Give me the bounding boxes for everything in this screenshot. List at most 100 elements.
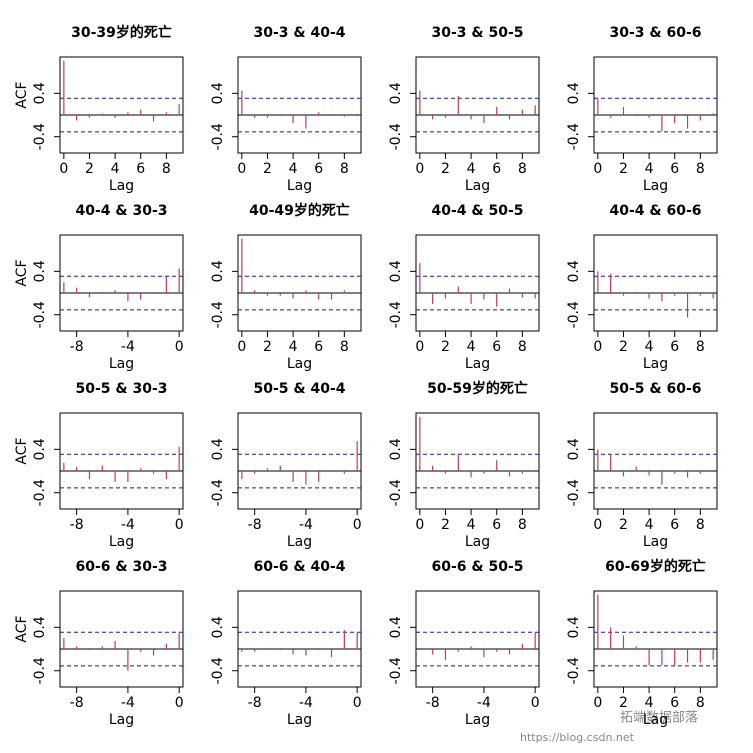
y-axis-label: ACF xyxy=(14,437,30,464)
x-tick-label: 4 xyxy=(645,161,654,177)
x-axis-label: Lag xyxy=(109,712,134,728)
x-tick-label: 0 xyxy=(415,517,424,533)
x-tick-label: 2 xyxy=(441,161,450,177)
x-tick-label: 4 xyxy=(289,161,298,177)
x-tick-label: 0 xyxy=(593,161,602,177)
x-tick-label: 6 xyxy=(136,161,145,177)
x-tick-label: 8 xyxy=(696,695,705,711)
x-axis-label: Lag xyxy=(465,178,490,194)
x-tick-label: 2 xyxy=(619,695,628,711)
x-axis-label: Lag xyxy=(287,712,312,728)
x-tick-label: -8 xyxy=(248,517,262,533)
y-tick-label: 0.4 xyxy=(388,438,404,460)
x-axis-label: Lag xyxy=(643,178,668,194)
plot-frame xyxy=(593,234,718,332)
y-tick-label: 0.4 xyxy=(210,616,226,638)
panel-title: 60-6 & 40-4 xyxy=(253,559,345,575)
plot-frame xyxy=(59,234,184,332)
watermark-url: https://blog.csdn.net xyxy=(520,731,635,744)
x-tick-label: -4 xyxy=(477,695,491,711)
panel-title: 30-39岁的死亡 xyxy=(71,24,172,41)
x-tick-label: 8 xyxy=(518,517,527,533)
plot-frame xyxy=(593,412,718,510)
x-tick-label: 6 xyxy=(314,161,323,177)
x-tick-label: -8 xyxy=(70,339,84,355)
x-tick-label: 2 xyxy=(263,161,272,177)
y-tick-label: 0.4 xyxy=(566,438,582,460)
y-tick-label: -0.4 xyxy=(32,479,48,506)
x-tick-label: 8 xyxy=(696,517,705,533)
x-tick-label: 6 xyxy=(670,695,679,711)
plot-frame xyxy=(237,412,362,510)
x-tick-label: 4 xyxy=(467,339,476,355)
x-tick-label: -8 xyxy=(248,695,262,711)
panel-title: 60-6 & 50-5 xyxy=(431,559,523,575)
y-tick-label: 0.4 xyxy=(388,260,404,282)
y-tick-label: -0.4 xyxy=(32,301,48,328)
x-tick-label: 8 xyxy=(518,339,527,355)
x-tick-label: 0 xyxy=(593,517,602,533)
watermark-brand: 拓端数据部落 xyxy=(620,711,698,726)
panel-title: 60-6 & 30-3 xyxy=(75,559,167,575)
x-axis-label: Lag xyxy=(465,534,490,550)
x-tick-label: 0 xyxy=(237,339,246,355)
y-tick-label: 0.4 xyxy=(566,260,582,282)
x-tick-label: 4 xyxy=(111,161,120,177)
plot-frame xyxy=(237,234,362,332)
plot-frame xyxy=(593,56,718,154)
x-tick-label: 6 xyxy=(670,517,679,533)
plot-frame xyxy=(237,56,362,154)
x-tick-label: 2 xyxy=(441,339,450,355)
y-tick-label: 0.4 xyxy=(210,260,226,282)
plot-frame xyxy=(59,56,184,154)
panel-title: 40-4 & 30-3 xyxy=(75,203,167,219)
y-tick-label: 0.4 xyxy=(566,82,582,104)
y-tick-label: -0.4 xyxy=(388,123,404,150)
x-axis-label: Lag xyxy=(643,356,668,372)
x-tick-label: 2 xyxy=(441,517,450,533)
x-tick-label: 0 xyxy=(593,695,602,711)
x-tick-label: 6 xyxy=(492,161,501,177)
x-tick-label: 2 xyxy=(263,339,272,355)
panel-title: 40-4 & 60-6 xyxy=(609,203,701,219)
y-tick-label: -0.4 xyxy=(566,657,582,684)
x-tick-label: 6 xyxy=(492,517,501,533)
panel-title: 50-5 & 60-6 xyxy=(609,381,701,397)
x-tick-label: 4 xyxy=(467,161,476,177)
y-tick-label: 0.4 xyxy=(388,82,404,104)
y-tick-label: -0.4 xyxy=(32,123,48,150)
x-tick-label: 4 xyxy=(645,517,654,533)
x-tick-label: -4 xyxy=(121,339,135,355)
panel-title: 50-5 & 40-4 xyxy=(253,381,345,397)
x-axis-label: Lag xyxy=(287,178,312,194)
x-axis-label: Lag xyxy=(643,534,668,550)
x-tick-label: 4 xyxy=(645,339,654,355)
plot-frame xyxy=(59,590,184,688)
x-tick-label: 2 xyxy=(85,161,94,177)
y-tick-label: -0.4 xyxy=(210,123,226,150)
panel-title: 30-3 & 40-4 xyxy=(253,25,345,41)
x-tick-label: -4 xyxy=(121,695,135,711)
y-tick-label: -0.4 xyxy=(210,479,226,506)
panel-title: 50-5 & 30-3 xyxy=(75,381,167,397)
x-tick-label: 8 xyxy=(340,161,349,177)
plot-frame xyxy=(59,412,184,510)
y-tick-label: -0.4 xyxy=(566,479,582,506)
y-tick-label: 0.4 xyxy=(210,82,226,104)
x-tick-label: 2 xyxy=(619,517,628,533)
x-tick-label: 6 xyxy=(314,339,323,355)
x-tick-label: 0 xyxy=(415,161,424,177)
panel-title: 40-49岁的死亡 xyxy=(249,202,350,219)
x-axis-label: Lag xyxy=(109,178,134,194)
y-tick-label: -0.4 xyxy=(210,301,226,328)
panel-title: 60-69岁的死亡 xyxy=(605,558,706,575)
x-tick-label: 2 xyxy=(619,161,628,177)
y-tick-label: 0.4 xyxy=(32,260,48,282)
y-axis-label: ACF xyxy=(14,81,30,108)
x-tick-label: 0 xyxy=(237,161,246,177)
x-tick-label: 0 xyxy=(175,517,184,533)
x-tick-label: 0 xyxy=(531,695,540,711)
x-tick-label: -4 xyxy=(299,695,313,711)
y-tick-label: -0.4 xyxy=(566,123,582,150)
